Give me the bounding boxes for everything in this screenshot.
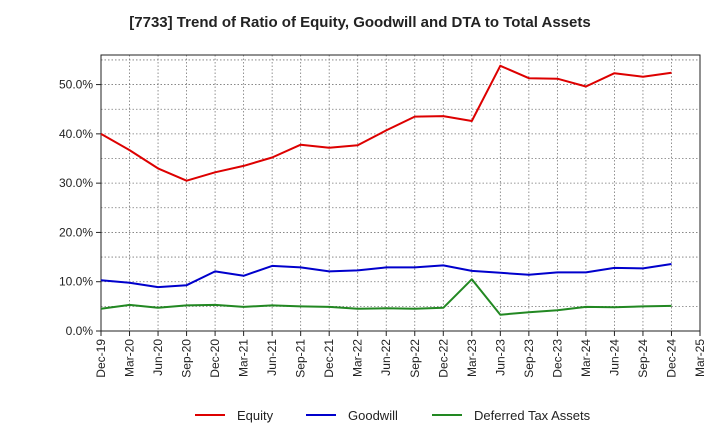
x-tick-label: Sep-24	[636, 339, 650, 378]
x-tick-label: Jun-23	[493, 339, 507, 376]
series-line-deferred-tax-assets	[100, 278, 672, 316]
y-tick-label: 40.0%	[59, 127, 93, 141]
x-tick-label: Jun-21	[265, 339, 279, 376]
x-tick-label: Dec-22	[436, 339, 450, 378]
y-tick-label: 50.0%	[59, 78, 93, 92]
legend-item-deferred-tax-assets: Deferred Tax Assets	[432, 405, 590, 425]
x-tick-label: Mar-23	[465, 339, 479, 377]
legend-item-equity: Equity	[195, 405, 273, 425]
series-line-equity	[100, 64, 672, 182]
x-tick-label: Mar-21	[237, 339, 251, 377]
legend-swatch-equity	[195, 414, 225, 416]
series-lines	[100, 64, 672, 316]
legend-swatch-deferred-tax-assets	[432, 414, 462, 416]
y-tick-label: 10.0%	[59, 275, 93, 289]
legend-label-goodwill: Goodwill	[348, 407, 398, 423]
x-tick-label: Sep-22	[408, 339, 422, 378]
x-tick-label: Mar-22	[351, 339, 365, 377]
y-tick-label: 0.0%	[66, 324, 94, 338]
x-tick-label: Jun-22	[379, 339, 393, 376]
x-tick-label: Dec-21	[322, 339, 336, 378]
plot-area	[100, 54, 701, 332]
y-axis: 0.0% 10.0% 20.0% 30.0% 40.0% 50.0%	[59, 78, 101, 338]
x-tick-label: Mar-24	[579, 339, 593, 377]
legend: Equity Goodwill Deferred Tax Assets	[0, 405, 720, 425]
legend-swatch-goodwill	[306, 414, 336, 416]
x-tick-label: Mar-20	[123, 339, 137, 377]
chart-title: [7733] Trend of Ratio of Equity, Goodwil…	[129, 14, 591, 31]
x-tick-label: Mar-25	[693, 339, 707, 377]
y-tick-label: 20.0%	[59, 225, 93, 239]
x-axis: Dec-19 Mar-20 Jun-20 Sep-20 Dec-20 Mar-21 Jun-…	[94, 331, 707, 378]
legend-label-deferred-tax-assets: Deferred Tax Assets	[474, 407, 591, 423]
legend-label-equity: Equity	[237, 407, 274, 423]
x-tick-label: Sep-21	[294, 339, 308, 378]
x-tick-label: Sep-20	[180, 339, 194, 378]
x-tick-label: Sep-23	[522, 339, 536, 378]
x-tick-label: Jun-24	[607, 339, 621, 376]
y-tick-label: 30.0%	[59, 176, 93, 190]
x-tick-label: Dec-19	[94, 339, 108, 378]
grid-lines	[101, 55, 700, 331]
x-tick-label: Dec-20	[208, 339, 222, 378]
x-tick-label: Dec-24	[664, 339, 678, 378]
x-tick-label: Jun-20	[151, 339, 165, 376]
legend-item-goodwill: Goodwill	[306, 405, 398, 425]
x-tick-label: Dec-23	[550, 339, 564, 378]
series-line-goodwill	[100, 263, 672, 289]
